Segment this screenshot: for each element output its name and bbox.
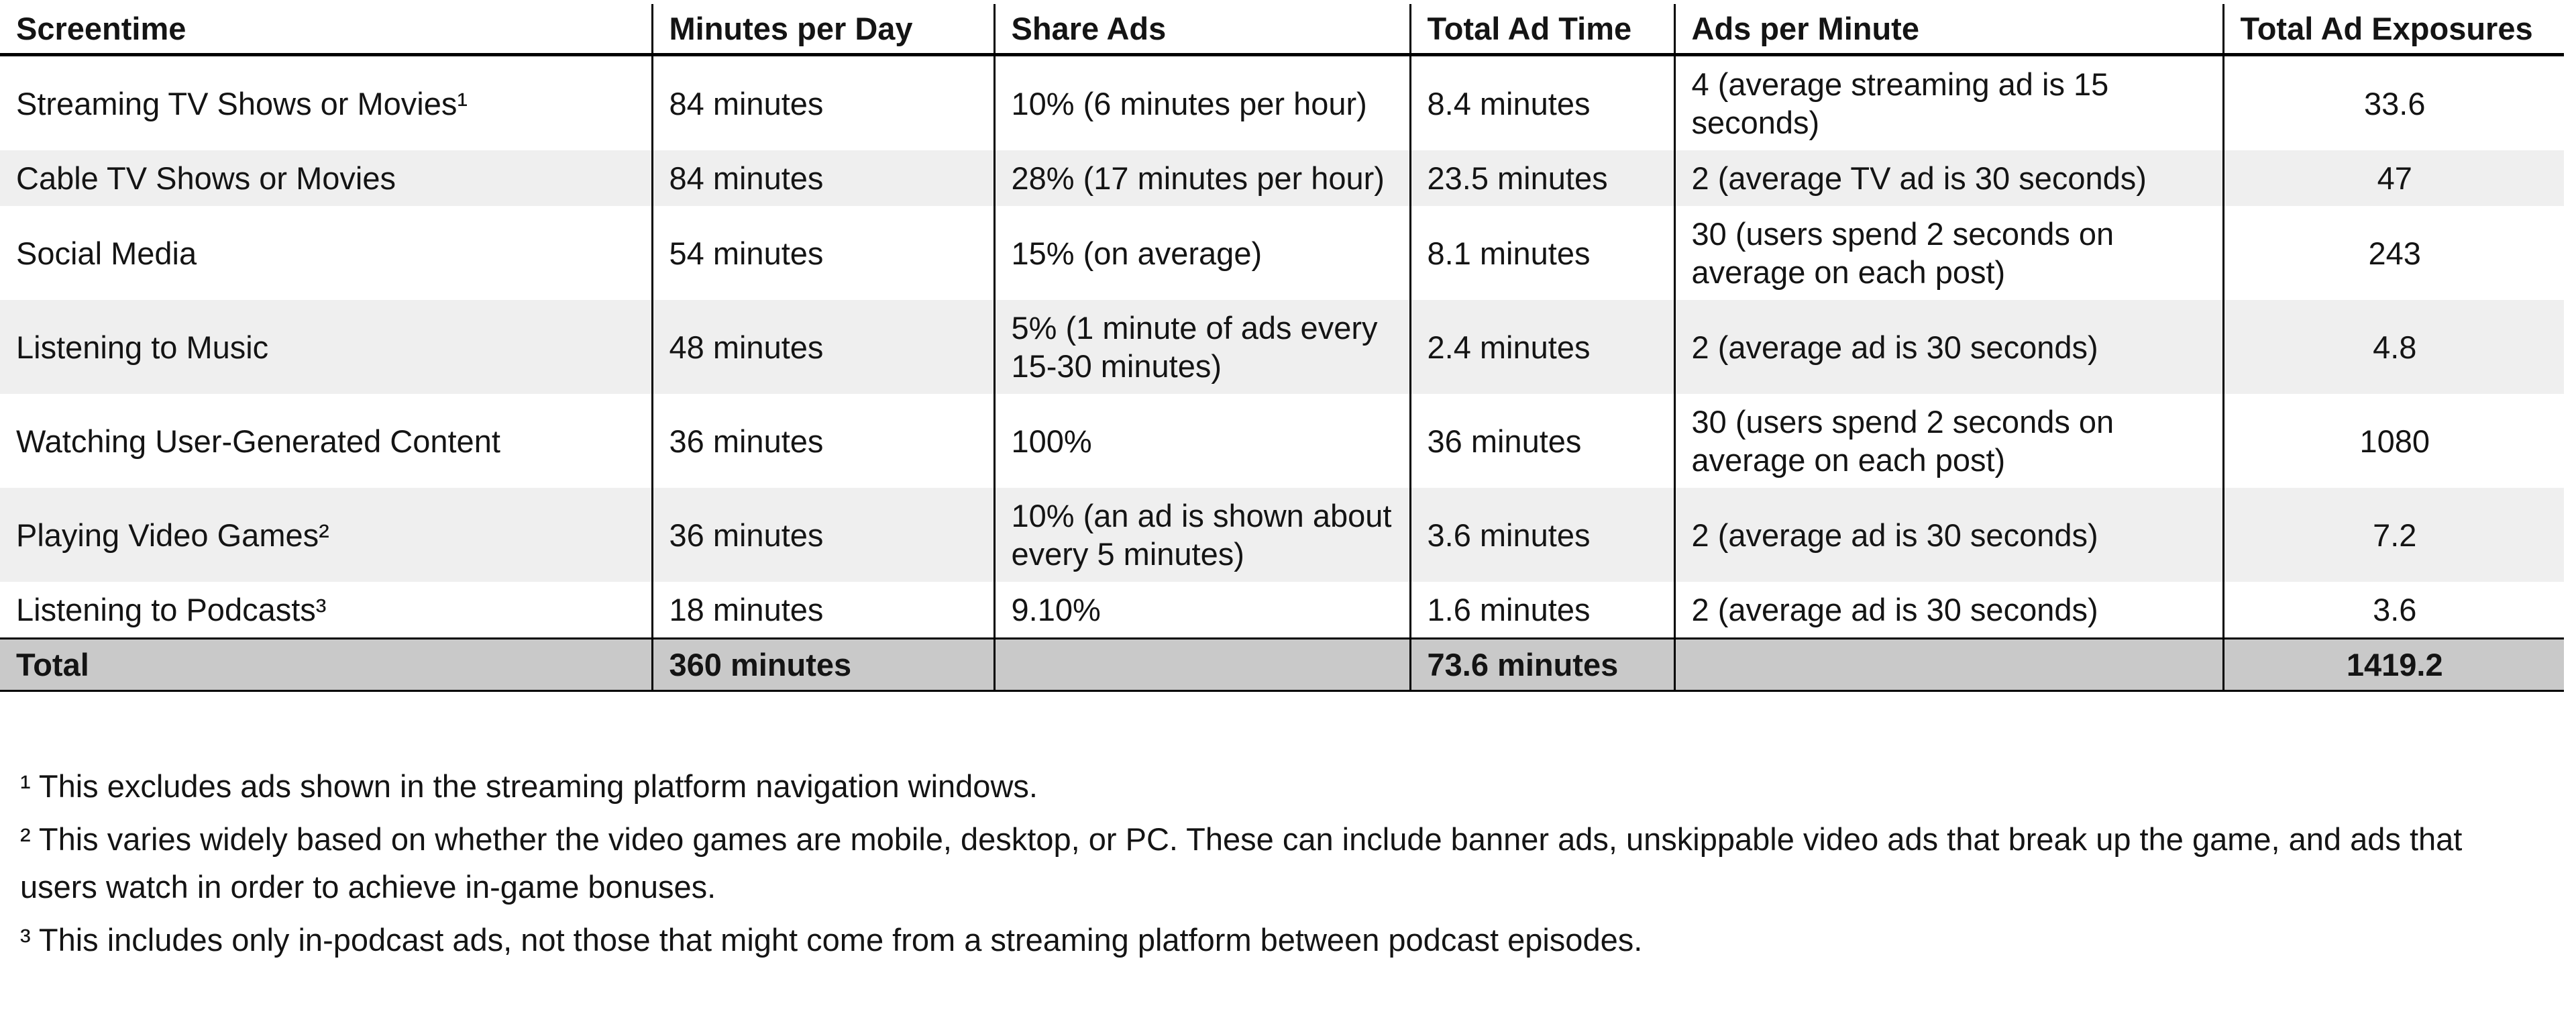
table-cell: 4.8 <box>2222 300 2564 394</box>
table-cell: 18 minutes <box>651 582 994 639</box>
table-cell: Listening to Podcasts³ <box>16 592 327 627</box>
footnote-2: ² This varies widely based on whether th… <box>20 821 2463 905</box>
table-cell: Social Media <box>16 235 197 271</box>
table-row: Listening to Podcasts³ 18 minutes 9.10% 1.6… <box>0 582 2564 639</box>
table-cell: 30 (users spend 2 seconds on average on … <box>1673 394 2223 488</box>
table-cell: 30 (users spend 2 seconds on average on … <box>1673 206 2223 300</box>
table-cell: 2 (average ad is 30 seconds) <box>1673 488 2223 582</box>
screentime-ad-table: Screentime Minutes per Day Share Ads Tot… <box>0 4 2564 692</box>
total-ad-exposures-cell: 1419.2 <box>2222 637 2564 692</box>
header-row: Screentime Minutes per Day Share Ads Tot… <box>0 4 2564 56</box>
total-row: Total 360 minutes 73.6 minutes 1419.2 <box>0 637 2564 692</box>
table-body: Streaming TV Shows or Movies¹ 84 minutes 1… <box>0 54 2564 639</box>
total-ads-per-minute-cell <box>1673 637 2223 692</box>
table-cell: 2.4 minutes <box>1409 300 1674 394</box>
table-cell: 23.5 minutes <box>1409 150 1674 206</box>
column-header-total-ad-exposures: Total Ad Exposures <box>2222 4 2564 56</box>
table-cell: Streaming TV Shows or Movies¹ <box>16 85 468 121</box>
table-cell: Playing Video Games² <box>16 517 329 553</box>
total-label-cell: Total <box>0 637 652 692</box>
table-row: Watching User-Generated Content 36 minute… <box>0 394 2564 488</box>
table-cell: 36 minutes <box>651 488 994 582</box>
column-header-share-ads: Share Ads <box>993 4 1410 56</box>
table-cell: 9.10% <box>993 582 1410 639</box>
table-row: Cable TV Shows or Movies 84 minutes 28% (1… <box>0 150 2564 206</box>
table-cell: 3.6 minutes <box>1409 488 1674 582</box>
table-cell: 84 minutes <box>651 150 994 206</box>
table-cell: 54 minutes <box>651 206 994 300</box>
table-cell: 3.6 <box>2222 582 2564 639</box>
table-cell: 36 minutes <box>1409 394 1674 488</box>
table-cell: 84 minutes <box>651 54 994 150</box>
table-cell: 1080 <box>2222 394 2564 488</box>
table-cell: 5% (1 minute of ads every 15-30 minutes) <box>993 300 1410 394</box>
table-cell: Cable TV Shows or Movies <box>16 160 396 196</box>
table-cell: 36 minutes <box>651 394 994 488</box>
table-cell: 2 (average ad is 30 seconds) <box>1673 300 2223 394</box>
table-cell: 7.2 <box>2222 488 2564 582</box>
table-cell: 100% <box>993 394 1410 488</box>
table-cell: 28% (17 minutes per hour) <box>993 150 1410 206</box>
table-cell: 15% (on average) <box>993 206 1410 300</box>
column-header-screentime: Screentime <box>0 4 652 56</box>
total-minutes-cell: 360 minutes <box>651 637 994 692</box>
column-header-minutes-per-day: Minutes per Day <box>651 4 994 56</box>
total-ad-time-cell: 73.6 minutes <box>1409 637 1674 692</box>
footnote-1: ¹ This excludes ads shown in the streami… <box>20 768 1038 804</box>
table-cell: 4 (average streaming ad is 15 seconds) <box>1673 54 2223 150</box>
table-cell: 1.6 minutes <box>1409 582 1674 639</box>
table-cell: 8.1 minutes <box>1409 206 1674 300</box>
table-cell: 33.6 <box>2222 54 2564 150</box>
table-row: Streaming TV Shows or Movies¹ 84 minutes 1… <box>0 54 2564 150</box>
table-cell: 8.4 minutes <box>1409 54 1674 150</box>
table-cell: Listening to Music <box>16 329 269 365</box>
table-row: Social Media 54 minutes 15% (on average) 8.… <box>0 206 2564 300</box>
footnote-3: ³ This includes only in-podcast ads, not… <box>20 922 1643 958</box>
table-row: Playing Video Games² 36 minutes 10% (an ad… <box>0 488 2564 582</box>
table-cell: 243 <box>2222 206 2564 300</box>
table-cell: 48 minutes <box>651 300 994 394</box>
table-cell: 10% (an ad is shown about every 5 minute… <box>993 488 1410 582</box>
total-share-ads-cell <box>993 637 1410 692</box>
table-cell: 2 (average TV ad is 30 seconds) <box>1673 150 2223 206</box>
table-cell: 47 <box>2222 150 2564 206</box>
column-header-total-ad-time: Total Ad Time <box>1409 4 1674 56</box>
footnotes: ¹ This excludes ads shown in the streami… <box>20 762 2546 964</box>
table-cell: Watching User-Generated Content <box>16 423 500 459</box>
page: Screentime Minutes per Day Share Ads Tot… <box>0 4 2576 964</box>
table-row: Listening to Music 48 minutes 5% (1 minute… <box>0 300 2564 394</box>
table-cell: 2 (average ad is 30 seconds) <box>1673 582 2223 639</box>
column-header-ads-per-minute: Ads per Minute <box>1673 4 2223 56</box>
table-cell: 10% (6 minutes per hour) <box>993 54 1410 150</box>
